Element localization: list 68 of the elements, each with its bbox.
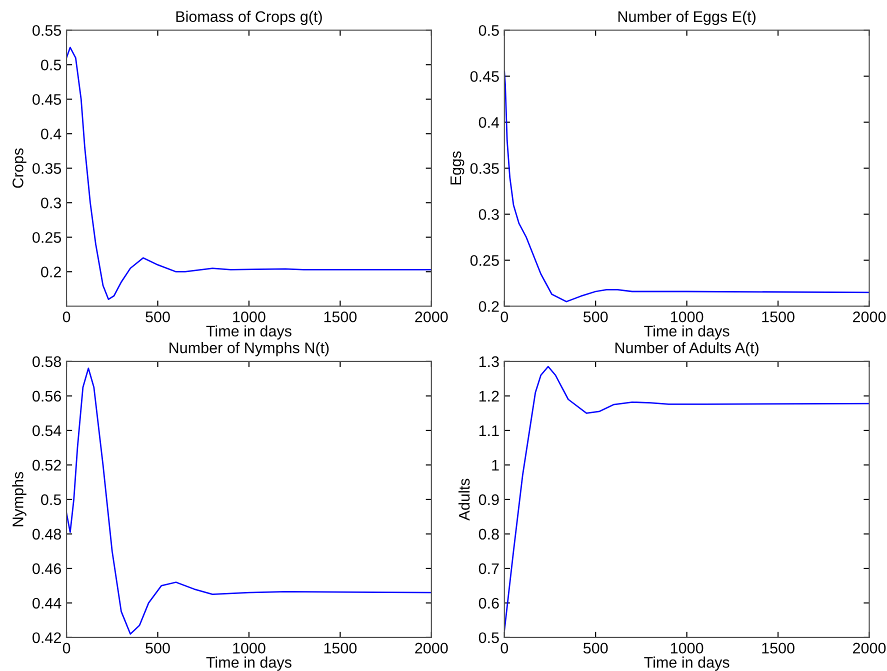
x-tick-label: 500 xyxy=(146,311,170,322)
y-tick-label: 0.35 xyxy=(470,163,499,174)
y-tick-label: 0.7 xyxy=(478,563,499,574)
chart-title: Number of Adults A(t) xyxy=(615,342,758,356)
y-tick-label: 0.46 xyxy=(32,563,61,574)
y-tick-label: 0.58 xyxy=(32,356,61,368)
y-axis-title: Adults xyxy=(458,478,470,521)
x-tick-label: 0 xyxy=(500,311,508,322)
y-tick-label: 0.3 xyxy=(41,198,61,208)
x-tick-label: 0 xyxy=(500,642,508,654)
chart-title: Number of Eggs E(t) xyxy=(618,10,756,26)
x-axis-title: Time in days xyxy=(644,656,730,671)
y-tick-label: 0.2 xyxy=(478,301,499,312)
x-tick-label: 2000 xyxy=(853,311,886,322)
y-tick-label: 0.56 xyxy=(32,390,61,402)
y-axis-title: Crops xyxy=(12,148,26,188)
x-tick-label: 1500 xyxy=(324,311,357,322)
x-tick-label: 500 xyxy=(146,642,170,654)
line-series xyxy=(66,368,432,635)
x-tick-label: 1000 xyxy=(233,311,266,322)
x-tick-label: 1000 xyxy=(670,642,704,654)
x-axis-title: Time in days xyxy=(206,656,292,671)
x-tick-label: 2000 xyxy=(415,642,448,654)
y-tick-label: 0.5 xyxy=(41,494,62,506)
x-tick-label: 1000 xyxy=(670,311,704,322)
x-tick-label: 2000 xyxy=(853,642,886,654)
y-tick-label: 0.2 xyxy=(41,266,61,278)
y-tick-label: 0.44 xyxy=(32,598,62,609)
x-tick-label: 500 xyxy=(583,642,608,654)
y-tick-label: 0.8 xyxy=(478,528,499,540)
y-tick-label: 1.2 xyxy=(479,390,499,402)
y-tick-label: 1.1 xyxy=(479,425,499,436)
y-tick-label: 0.4 xyxy=(41,128,62,140)
y-tick-label: 1 xyxy=(492,460,499,470)
y-tick-label: 0.35 xyxy=(32,163,62,174)
y-tick-label: 0.54 xyxy=(32,425,62,436)
y-tick-label: 0.5 xyxy=(478,25,499,36)
y-tick-label: 0.5 xyxy=(478,632,499,644)
line-series xyxy=(66,46,432,300)
line-series xyxy=(504,366,870,632)
y-tick-label: 0.48 xyxy=(32,528,61,540)
x-tick-label: 1500 xyxy=(762,642,794,654)
y-tick-label: 0.4 xyxy=(478,117,500,128)
y-tick-label: 0.6 xyxy=(478,598,499,609)
chart-title: Number of Nymphs N(t) xyxy=(170,342,329,356)
x-tick-label: 1000 xyxy=(233,642,266,654)
x-tick-label: 0 xyxy=(62,642,70,654)
x-tick-label: 500 xyxy=(583,311,608,322)
x-tick-label: 1500 xyxy=(762,311,794,322)
y-axis-title: Eggs xyxy=(450,151,464,184)
y-axis-title: Nymphs xyxy=(12,472,26,526)
y-tick-label: 0.55 xyxy=(32,25,62,36)
y-tick-label: 0.25 xyxy=(470,255,499,266)
chart-title: Biomass of Crops g(t) xyxy=(176,10,322,26)
x-tick-label: 1500 xyxy=(324,642,357,654)
x-tick-label: 2000 xyxy=(415,311,448,322)
y-tick-label: 1.3 xyxy=(479,356,499,368)
x-tick-label: 0 xyxy=(62,311,70,322)
y-tick-label: 0.3 xyxy=(478,209,499,220)
x-axis-title: Time in days xyxy=(206,325,292,340)
y-tick-label: 0.45 xyxy=(32,94,62,105)
x-axis-title: Time in days xyxy=(644,325,730,340)
y-tick-label: 0.25 xyxy=(32,232,62,243)
y-tick-label: 0.42 xyxy=(32,632,61,644)
y-tick-label: 0.9 xyxy=(478,494,499,506)
y-tick-label: 0.5 xyxy=(41,60,62,70)
y-tick-label: 0.52 xyxy=(32,460,61,471)
y-tick-label: 0.45 xyxy=(470,71,499,82)
